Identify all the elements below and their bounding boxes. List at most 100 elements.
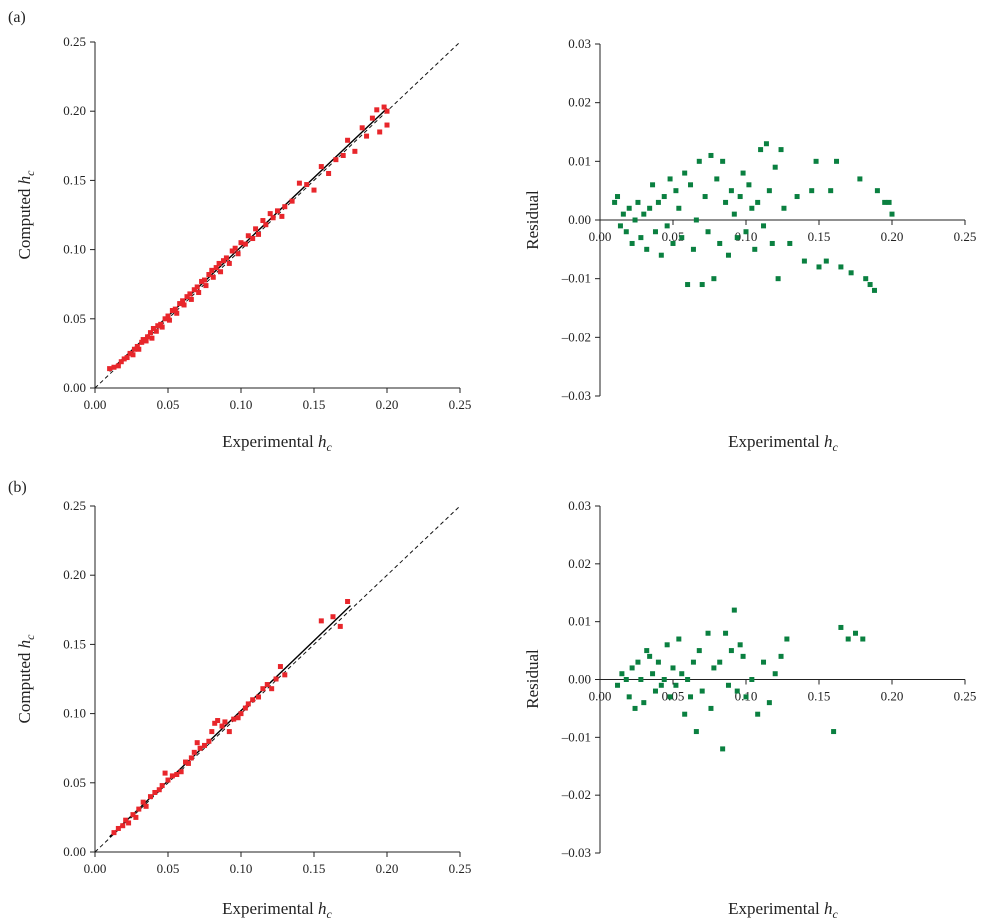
x-tick-label: 0.20 [376,397,399,412]
x-tick-label: 0.10 [230,397,253,412]
data-point [670,240,676,246]
data-point [720,746,726,752]
data-point [673,188,679,194]
data-point [304,182,310,188]
data-point [664,642,670,648]
x-tick-label: 0.00 [589,689,612,704]
x-tick-label: 0.00 [84,397,107,412]
y-tick-label: 0.20 [63,567,86,582]
data-point [242,241,248,247]
data-point [623,229,629,235]
data-point [231,716,237,722]
x-tick-label: 0.25 [954,689,977,704]
data-point [650,182,656,188]
data-point [679,671,685,677]
data-point [734,235,740,241]
data-point [688,694,694,700]
x-tick-label: 0.15 [303,861,326,876]
data-point [345,598,351,604]
data-point [270,215,276,221]
data-point [209,267,215,273]
chart-b-left: 0.00 0.05 0.10 0.15 0.20 0.25 0.00 0.05 0.10 0.15… [15,498,471,918]
data-point [794,194,800,200]
y-tick-label: 0.00 [63,844,86,859]
x-tick-label: 0.05 [157,397,180,412]
data-point [655,199,661,205]
x-tick-label: 0.20 [881,689,904,704]
data-point [667,176,673,182]
data-point [860,636,866,642]
y-tick-label: 0.00 [568,672,591,687]
x-tick-label: 0.10 [230,861,253,876]
data-point [333,157,339,163]
data-point [682,711,688,717]
data-point [185,760,191,766]
data-point [152,789,158,795]
x-tick-label: 0.20 [376,861,399,876]
data-point [728,648,734,654]
x-tick-label: 0.10 [735,229,758,244]
data-point [720,158,726,164]
y-tick-label: 0.25 [63,498,86,513]
data-point [174,771,180,777]
y-tick-label: 0.10 [63,706,86,721]
data-point [209,729,215,735]
data-point [647,653,653,659]
data-point [626,205,632,211]
y-tick-label: 0.02 [568,556,591,571]
x-axis-title: Experimental hc [728,432,838,454]
data-point [886,199,892,205]
data-point [188,755,194,761]
data-point [127,350,133,356]
data-point [289,198,295,204]
data-point [384,122,390,128]
data-point [235,251,241,257]
data-point [126,820,132,826]
x-axis-title: Experimental hc [222,432,332,454]
data-point [140,337,146,343]
data-point [629,665,635,671]
data-point [184,294,190,300]
data-point [787,240,793,246]
data-point [743,229,749,235]
x-tick-label: 0.05 [662,689,685,704]
data-point [111,830,117,836]
data-point [212,720,218,726]
data-point [749,205,755,211]
data-point [345,137,351,143]
data-point [728,188,734,194]
y-tick-label: 0.03 [568,498,591,513]
data-point [761,223,767,229]
data-point [641,700,647,706]
data-point [169,773,175,779]
data-point [203,283,209,289]
data-point [199,278,205,284]
data-point [755,199,761,205]
data-point [784,636,790,642]
data-point [647,205,653,211]
data-point [139,339,145,345]
data-point [619,671,625,677]
data-point [145,334,151,340]
data-point [658,682,664,688]
data-point [705,630,711,636]
data-point [183,759,189,765]
data-point [699,282,705,288]
data-point [612,199,618,205]
data-point [326,170,332,176]
data-point [279,213,285,219]
data-point [218,269,224,275]
data-point [330,614,336,620]
y-tick-label: 0.10 [63,242,86,257]
data-point [269,686,275,692]
data-point [118,359,124,365]
data-point [734,688,740,694]
data-point [725,252,731,258]
data-point [162,316,168,322]
data-point [845,636,851,642]
data-point [165,777,171,783]
data-point [107,366,113,372]
data-point [153,328,159,334]
data-point [111,364,117,370]
data-point [696,158,702,164]
